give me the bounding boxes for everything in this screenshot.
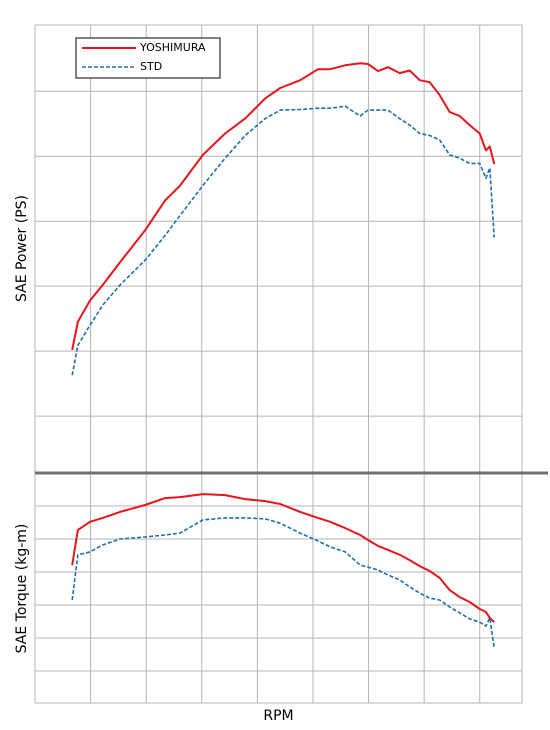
plot-frame <box>34 24 523 704</box>
data-line <box>71 493 495 623</box>
x-axis-label: RPM <box>263 708 293 724</box>
y-axis-label: SAE Torque (kg-m) <box>14 524 30 654</box>
data-line <box>71 62 496 351</box>
legend-box <box>75 37 221 79</box>
legend-label: STD <box>140 60 162 73</box>
data-line <box>71 105 495 376</box>
y-axis-label: SAE Power (PS) <box>14 195 30 302</box>
legend-label: YOSHIMURA <box>139 41 206 54</box>
data-line <box>71 517 495 649</box>
